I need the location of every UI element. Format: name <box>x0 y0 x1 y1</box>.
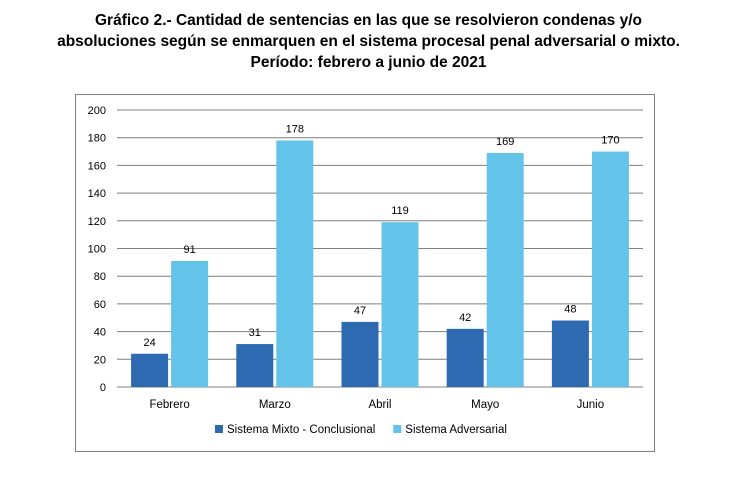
bar <box>341 321 379 387</box>
legend-swatch <box>215 425 223 433</box>
y-tick-label: 40 <box>94 327 106 339</box>
x-tick-label: Junio <box>577 399 605 411</box>
y-tick-label: 60 <box>94 299 106 311</box>
bar <box>236 344 274 387</box>
y-tick-label: 180 <box>88 133 106 145</box>
legend-swatch <box>393 425 402 433</box>
data-label: 47 <box>354 305 366 317</box>
data-label: 178 <box>286 123 304 135</box>
y-tick-label: 20 <box>94 354 106 366</box>
x-tick-label: Mayo <box>471 399 499 411</box>
bar <box>276 140 314 387</box>
y-tick-label: 140 <box>88 188 106 200</box>
chart-title-line-3: Período: febrero a junio de 2021 <box>250 54 487 71</box>
bar <box>446 328 484 387</box>
chart-title-line-2: absoluciones según se enmarquen en el si… <box>57 33 680 50</box>
x-tick-label: Febrero <box>149 399 189 411</box>
data-label: 31 <box>249 327 261 339</box>
y-tick-label: 160 <box>88 160 106 172</box>
data-label: 42 <box>459 312 471 324</box>
chart-title: Gráfico 2.- Cantidad de sentencias en la… <box>0 10 737 73</box>
chart-title-line-1: Gráfico 2.- Cantidad de sentencias en la… <box>95 12 642 29</box>
y-tick-label: 100 <box>88 244 106 256</box>
bar <box>131 353 169 387</box>
data-label: 91 <box>183 244 195 256</box>
x-tick-label: Marzo <box>259 399 291 411</box>
x-tick-label: Abril <box>368 399 391 411</box>
data-label: 48 <box>564 304 576 316</box>
data-label: 169 <box>496 136 514 148</box>
bar <box>486 152 524 387</box>
y-tick-label: 200 <box>88 105 106 117</box>
data-label: 119 <box>391 205 409 217</box>
bar <box>591 151 629 387</box>
y-tick-label: 0 <box>100 382 106 394</box>
bar <box>551 320 589 387</box>
data-label: 24 <box>143 337 155 349</box>
data-label: 170 <box>601 135 619 147</box>
bar <box>381 222 419 387</box>
legend-label: Sistema Mixto - Conclusional <box>227 424 375 436</box>
legend-label: Sistema Adversarial <box>405 424 507 436</box>
y-tick-label: 80 <box>94 271 106 283</box>
bar <box>171 260 209 387</box>
y-tick-label: 120 <box>88 216 106 228</box>
